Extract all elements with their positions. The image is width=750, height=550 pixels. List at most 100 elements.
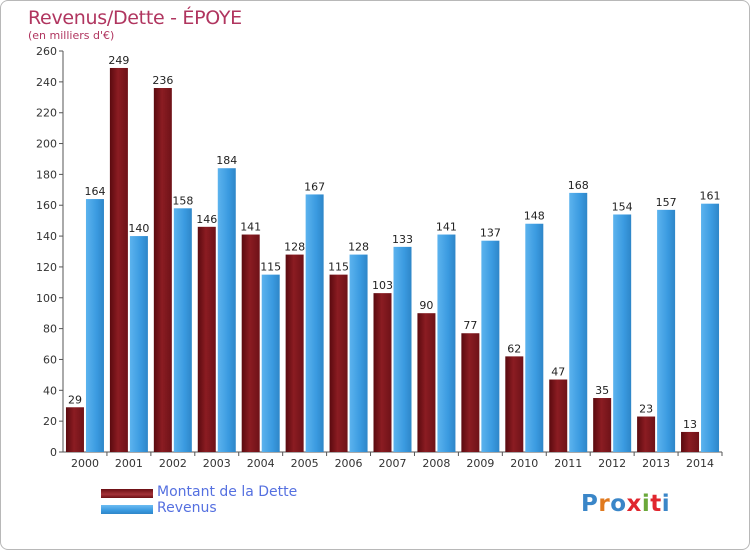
- bar-revenus: [217, 168, 236, 452]
- value-label: 128: [348, 241, 369, 254]
- logo-letter: P: [581, 491, 599, 517]
- bars: [65, 67, 720, 452]
- value-label: 236: [152, 74, 173, 87]
- value-label: 184: [216, 154, 237, 167]
- value-label: 90: [419, 299, 433, 312]
- value-label: 128: [284, 241, 305, 254]
- value-label: 167: [304, 180, 325, 193]
- bar-dette: [65, 407, 84, 452]
- value-label: 137: [480, 227, 501, 240]
- y-tick-label: 60: [43, 353, 57, 366]
- x-tick-label: 2014: [686, 457, 714, 470]
- value-label: 140: [128, 222, 149, 235]
- bar-dette: [109, 67, 128, 452]
- logo-letter: t: [650, 491, 662, 517]
- value-label: 62: [507, 342, 521, 355]
- value-label: 103: [372, 279, 393, 292]
- value-label: 29: [68, 393, 82, 406]
- bar-dette: [329, 274, 348, 452]
- y-tick-label: 20: [43, 415, 57, 428]
- bar-revenus: [569, 192, 588, 452]
- x-tick-label: 2008: [422, 457, 450, 470]
- bar-dette: [241, 234, 260, 452]
- y-tick-label: 160: [36, 199, 57, 212]
- bar-revenus: [305, 194, 324, 452]
- legend-label-revenus: Revenus: [157, 500, 217, 516]
- bar-dette: [153, 88, 172, 452]
- bar-dette: [505, 356, 524, 452]
- legend-swatch-dette: [101, 489, 153, 498]
- x-tick-label: 2013: [642, 457, 670, 470]
- bar-revenus: [701, 203, 720, 452]
- bar-chart: 0 20 40 60 80 100 120 140 160 180 200 220 240 260 2000…: [36, 45, 723, 470]
- bar-dette: [197, 226, 216, 452]
- y-tick-label: 180: [36, 168, 57, 181]
- x-tick-label: 2000: [71, 457, 99, 470]
- bar-revenus: [85, 199, 104, 452]
- x-tick-label: 2003: [203, 457, 231, 470]
- logo-letter: r: [598, 491, 611, 517]
- bar-dette: [417, 313, 436, 452]
- y-tick-label: 260: [36, 45, 57, 58]
- bar-revenus: [525, 223, 544, 452]
- legend-label-dette: Montant de la Dette: [157, 484, 298, 500]
- y-tick-label: 200: [36, 138, 57, 151]
- y-tick-label: 120: [36, 261, 57, 274]
- value-label: 35: [595, 384, 609, 397]
- x-tick-label: 2001: [115, 457, 143, 470]
- logo-letter: o: [610, 491, 627, 517]
- value-label: 23: [639, 403, 653, 416]
- value-label: 158: [172, 194, 193, 207]
- bar-dette: [637, 416, 656, 452]
- x-tick-label: 2002: [159, 457, 187, 470]
- value-label: 77: [463, 319, 477, 332]
- y-tick-label: 220: [36, 107, 57, 120]
- bar-dette: [681, 431, 700, 452]
- value-label: 157: [656, 196, 677, 209]
- value-label: 47: [551, 366, 565, 379]
- bar-revenus: [437, 234, 456, 452]
- value-label: 249: [108, 54, 129, 67]
- x-tick-label: 2010: [510, 457, 538, 470]
- y-tick-label: 100: [36, 292, 57, 305]
- proxiti-logo: Proxiti: [581, 491, 670, 517]
- y-tick-label: 0: [50, 446, 57, 459]
- bar-dette: [285, 254, 304, 452]
- bar-revenus: [657, 209, 676, 452]
- bar-revenus: [173, 208, 192, 452]
- value-label: 141: [436, 221, 457, 234]
- value-label: 154: [612, 200, 633, 213]
- bar-revenus: [261, 274, 280, 452]
- x-tick-label: 2012: [598, 457, 626, 470]
- bar-dette: [373, 293, 392, 452]
- value-label: 13: [683, 418, 697, 431]
- chart-subtitle: (en milliers d'€): [28, 29, 115, 42]
- y-tick-label: 80: [43, 323, 57, 336]
- bar-revenus: [481, 240, 500, 452]
- value-label: 141: [240, 221, 261, 234]
- axes: 0 20 40 60 80 100 120 140 160 180 200 220 240 260 2000…: [36, 45, 723, 470]
- value-label: 146: [196, 213, 217, 226]
- logo-letter: i: [641, 491, 651, 517]
- x-tick-label: 2009: [466, 457, 494, 470]
- y-tick-label: 140: [36, 230, 57, 243]
- value-label: 115: [260, 261, 281, 274]
- x-tick-label: 2004: [247, 457, 275, 470]
- value-label: 133: [392, 233, 413, 246]
- bar-dette: [461, 333, 480, 452]
- x-tick-label: 2011: [554, 457, 582, 470]
- value-label: 164: [84, 185, 105, 198]
- value-label: 115: [328, 261, 349, 274]
- legend-swatch-revenus: [101, 505, 153, 514]
- value-label: 161: [700, 190, 721, 203]
- value-labels: 2916424914023615814618414111512816711512…: [68, 54, 721, 431]
- bar-dette: [549, 379, 568, 452]
- logo-letter: i: [661, 491, 671, 517]
- y-tick-label: 240: [36, 76, 57, 89]
- value-label: 168: [568, 179, 589, 192]
- logo-letter: x: [626, 491, 642, 517]
- bar-revenus: [613, 214, 632, 452]
- x-tick-label: 2005: [291, 457, 319, 470]
- y-tick-label: 40: [43, 384, 57, 397]
